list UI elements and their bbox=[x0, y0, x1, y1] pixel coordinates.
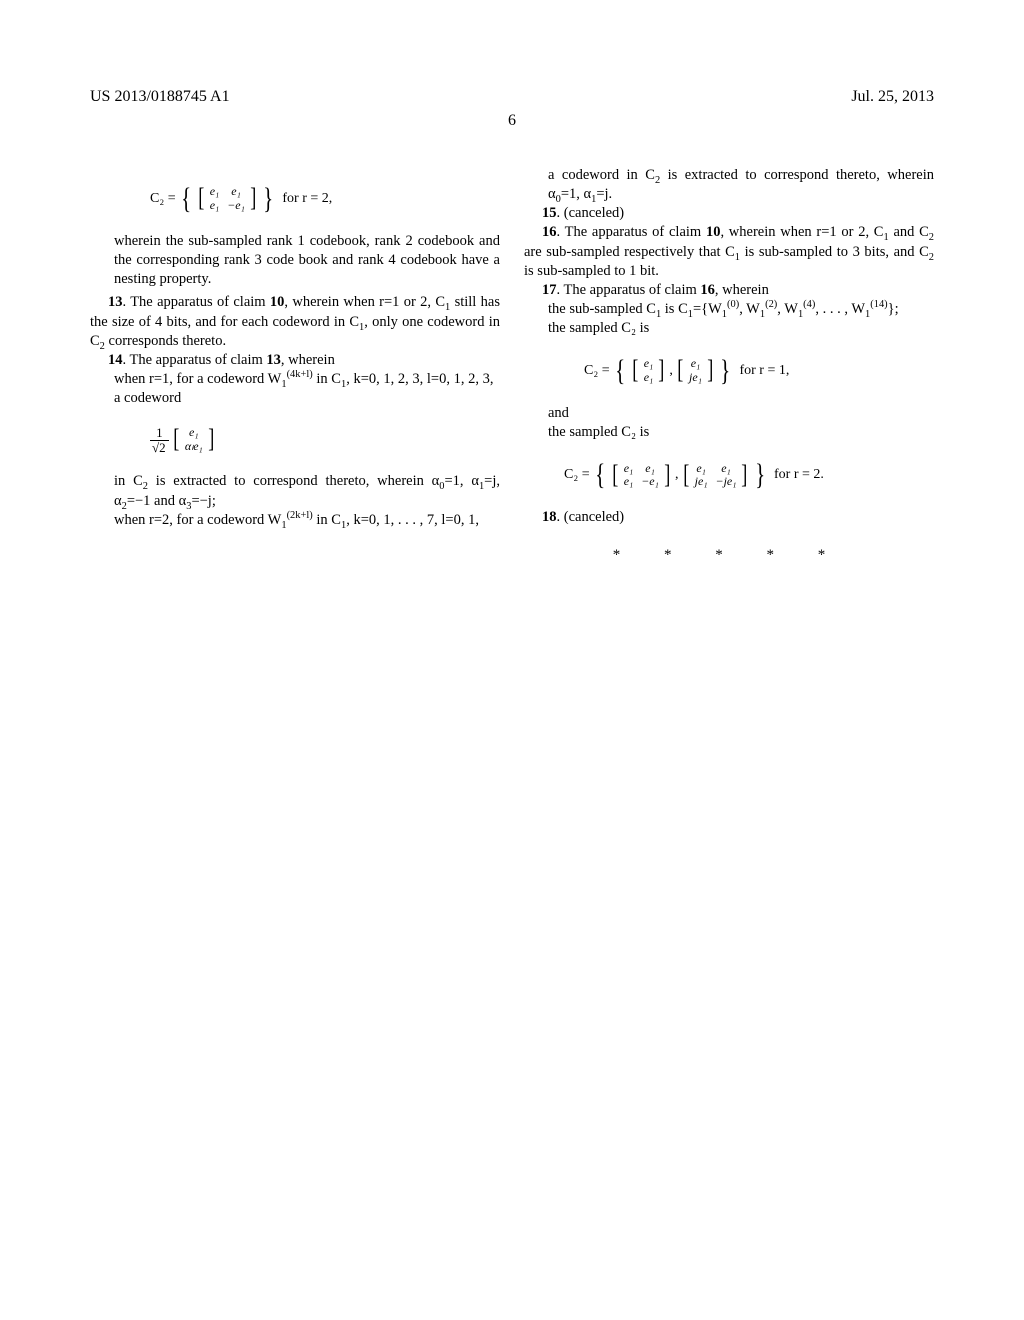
claim-16: 16. The apparatus of claim 10, wherein w… bbox=[524, 223, 934, 280]
vector: e₁ αₗe₁ bbox=[181, 426, 207, 454]
page: US 2013/0188745 A1 Jul. 25, 2013 6 C₂ = … bbox=[0, 0, 1024, 605]
claim-14-in-c2: in C2 is extracted to correspond thereto… bbox=[90, 472, 500, 510]
lbrace-icon: { bbox=[181, 184, 191, 214]
claim-14-acodeword: a codeword bbox=[90, 389, 500, 408]
claim-13: 1313. The apparatus of claim 10, wherein… bbox=[90, 293, 500, 350]
formula-c2-r2: C₂ = { [ e₁e₁ e₁−e₁ ] } for r = 2, bbox=[90, 166, 500, 232]
c2-eq: C₂ = bbox=[150, 191, 176, 206]
claim-17-sampled-c2-a: the sampled C₂ is bbox=[524, 319, 934, 338]
right-column: a codeword in C2 is extracted to corresp… bbox=[524, 166, 934, 565]
right-top-codeword: a codeword in C2 is extracted to corresp… bbox=[524, 166, 934, 204]
claim-17-head: 17. The apparatus of claim 16, wherein bbox=[524, 281, 934, 300]
end-stars-icon: * * * * * bbox=[524, 546, 934, 566]
two-column-layout: C₂ = { [ e₁e₁ e₁−e₁ ] } for r = 2, where… bbox=[90, 166, 934, 565]
header-pubnum: US 2013/0188745 A1 bbox=[90, 88, 230, 106]
claim-14-head: 14. The apparatus of claim 13, wherein bbox=[90, 351, 500, 370]
claim-14-r1: when r=1, for a codeword W1(4k+l) in C1,… bbox=[90, 370, 500, 389]
page-header: US 2013/0188745 A1 Jul. 25, 2013 bbox=[90, 88, 934, 106]
rbracket-icon: ] bbox=[208, 426, 214, 454]
claim-17-and: and bbox=[524, 404, 934, 423]
nesting-property-text: wherein the sub-sampled rank 1 codebook,… bbox=[90, 232, 500, 289]
lbracket-icon: [ bbox=[174, 426, 180, 454]
formula-codeword-vector: 1 √2 [ e₁ αₗe₁ ] bbox=[90, 408, 500, 472]
page-number: 6 bbox=[90, 112, 934, 130]
formula-label: for r = 2, bbox=[282, 191, 332, 206]
formula-c2-r2b: C₂ = { [ e₁e₁ e₁−e₁ ] , [ e₁e₁ je₁−je₁ bbox=[524, 442, 934, 508]
rbrace-icon: } bbox=[263, 184, 273, 214]
header-date: Jul. 25, 2013 bbox=[851, 88, 934, 106]
matrix: e₁e₁ e₁−e₁ bbox=[206, 185, 249, 213]
claim-17-subsampled-c1: the sub-sampled C1 is C1={W1(0), W1(2), … bbox=[524, 300, 934, 319]
claim-18: 18. (canceled) bbox=[524, 508, 934, 527]
claim-14-r2: when r=2, for a codeword W1(2k+l) in C1,… bbox=[90, 511, 500, 530]
left-column: C₂ = { [ e₁e₁ e₁−e₁ ] } for r = 2, where… bbox=[90, 166, 500, 565]
lbracket-icon: [ bbox=[198, 185, 204, 213]
formula-c2-r1: C₂ = { [ e₁ e₁ ] , [ e₁ je₁ bbox=[524, 338, 934, 404]
fraction-icon: 1 √2 bbox=[150, 426, 169, 454]
rbracket-icon: ] bbox=[250, 185, 256, 213]
claim-17-sampled-c2-b: the sampled C₂ is bbox=[524, 423, 934, 442]
claim-15: 15. (canceled) bbox=[524, 204, 934, 223]
claim-number: 13 bbox=[108, 294, 123, 310]
